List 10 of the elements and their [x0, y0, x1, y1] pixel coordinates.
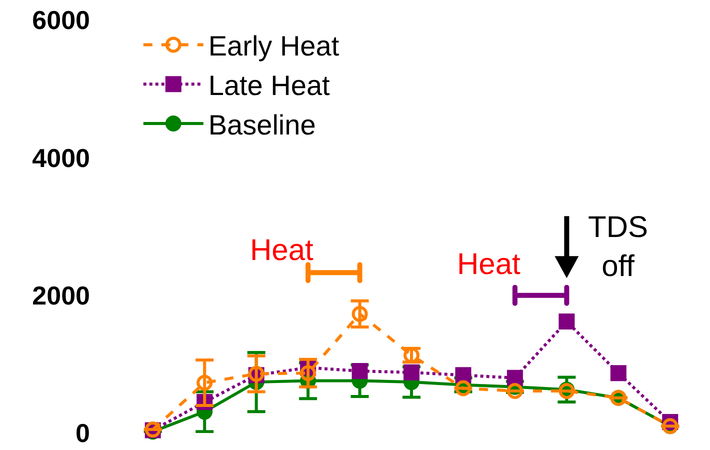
legend-label: Late Heat — [208, 70, 330, 102]
legend-label: Baseline — [208, 109, 316, 140]
annotation: TDS off — [588, 211, 648, 283]
annotation: Heat — [250, 234, 314, 267]
y-tick-label: 0 — [76, 418, 90, 448]
y-tick-label: 6000 — [32, 5, 90, 36]
legend-label: Early Heat — [208, 30, 340, 62]
y-tick-label: 4000 — [32, 142, 90, 173]
y-tick-label: 2000 — [32, 280, 90, 310]
annotation: Heat — [457, 248, 522, 281]
